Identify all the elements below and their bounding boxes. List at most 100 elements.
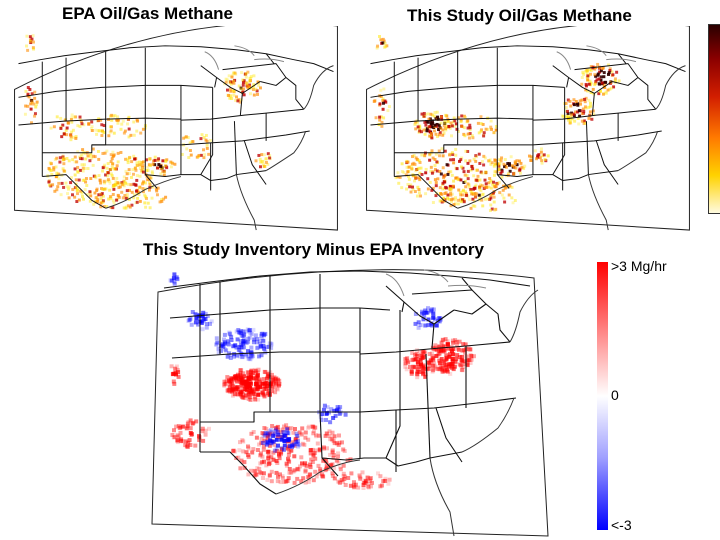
- difference-cell: [428, 358, 433, 363]
- emission-cell: [517, 159, 521, 163]
- emission-cell: [518, 168, 522, 172]
- emission-cell: [431, 186, 435, 190]
- emission-cell: [462, 200, 466, 204]
- difference-cell: [437, 348, 442, 353]
- emission-cell: [124, 181, 128, 185]
- emission-cell: [74, 135, 78, 139]
- difference-cell: [244, 352, 248, 357]
- emission-cell: [506, 171, 510, 175]
- difference-cell: [332, 441, 337, 446]
- difference-cell: [196, 314, 201, 319]
- difference-cell: [237, 354, 242, 359]
- difference-cell: [423, 374, 428, 379]
- emission-cell: [484, 171, 488, 175]
- difference-cell: [258, 383, 263, 388]
- difference-cell: [266, 432, 271, 437]
- emission-cell: [474, 159, 478, 163]
- difference-cell: [426, 306, 430, 311]
- emission-cell: [139, 163, 143, 167]
- emission-cell: [104, 187, 108, 191]
- emission-cell: [511, 201, 515, 205]
- emission-cell: [24, 104, 28, 108]
- emission-cell: [71, 187, 75, 191]
- difference-cell: [413, 321, 418, 326]
- emission-cell: [425, 119, 429, 123]
- emission-cell: [76, 170, 80, 174]
- emission-cell: [454, 147, 458, 151]
- emission-cell: [231, 88, 235, 92]
- difference-cell: [238, 466, 243, 471]
- emission-cell: [500, 193, 504, 197]
- emission-cell: [603, 80, 607, 84]
- emission-cell: [436, 177, 440, 181]
- emission-cell: [494, 125, 498, 129]
- emission-cell: [74, 185, 78, 189]
- emission-cell: [119, 150, 123, 154]
- difference-cell: [265, 376, 270, 381]
- emission-cell: [477, 131, 481, 135]
- emission-cell: [606, 88, 610, 92]
- emission-cell: [454, 196, 458, 200]
- difference-cell: [246, 356, 251, 361]
- emission-cell: [459, 120, 463, 124]
- emission-cell: [418, 161, 422, 164]
- emission-cell: [482, 163, 486, 167]
- difference-cell: [320, 412, 325, 416]
- emission-cell: [437, 128, 441, 131]
- difference-cell: [194, 419, 199, 424]
- difference-cell: [403, 357, 408, 362]
- emission-cell: [578, 99, 582, 103]
- difference-cell: [310, 447, 315, 452]
- emission-cell: [70, 116, 74, 120]
- emission-cell: [96, 129, 100, 133]
- emission-cell: [135, 161, 139, 165]
- emission-cell: [482, 131, 486, 135]
- emission-cell: [49, 168, 53, 172]
- emission-cell: [586, 69, 590, 73]
- difference-cell: [319, 418, 324, 423]
- difference-cell: [311, 478, 316, 483]
- emission-cell: [397, 181, 401, 185]
- difference-cell: [247, 384, 252, 389]
- emission-cell: [480, 184, 484, 188]
- emission-cell: [505, 185, 509, 189]
- difference-cell: [264, 426, 269, 431]
- difference-cell: [442, 359, 447, 364]
- emission-cell: [561, 114, 565, 118]
- emission-cell: [413, 190, 417, 193]
- difference-cell: [273, 377, 278, 382]
- emission-cell: [242, 87, 246, 91]
- difference-cell: [262, 346, 267, 351]
- emission-cell: [610, 70, 614, 74]
- difference-cell: [277, 382, 282, 386]
- emission-cell: [478, 187, 482, 191]
- emission-cell: [111, 176, 115, 180]
- emission-cell: [480, 160, 484, 163]
- difference-cell: [209, 319, 214, 324]
- difference-cell: [430, 369, 435, 374]
- emission-cell: [33, 114, 37, 118]
- emission-cell: [463, 179, 467, 183]
- emission-cell: [226, 78, 230, 82]
- difference-cell: [376, 471, 380, 476]
- emission-cell: [450, 173, 454, 177]
- emission-cell: [414, 120, 418, 124]
- emission-cell: [457, 198, 461, 202]
- emission-cell: [479, 183, 483, 187]
- emission-cell: [443, 149, 447, 153]
- difference-cell: [318, 467, 323, 472]
- emission-cell: [248, 86, 252, 90]
- emission-cell: [471, 167, 475, 171]
- emission-cell: [244, 72, 248, 76]
- difference-cell: [173, 370, 178, 375]
- difference-cell: [250, 387, 255, 392]
- emission-cell: [478, 195, 482, 199]
- emission-cell: [489, 119, 493, 123]
- difference-cell: [293, 436, 298, 441]
- emission-cell: [588, 110, 592, 114]
- emission-cell: [598, 70, 602, 74]
- emission-cell: [73, 173, 77, 177]
- difference-cell: [265, 433, 270, 438]
- emission-cell: [249, 75, 253, 78]
- emission-cell: [125, 172, 129, 176]
